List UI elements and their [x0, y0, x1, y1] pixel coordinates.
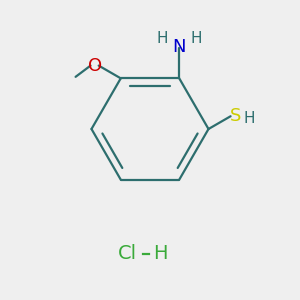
Text: H: H [190, 31, 202, 46]
Text: H: H [157, 31, 169, 46]
Text: Cl: Cl [118, 244, 137, 263]
Text: N: N [172, 38, 186, 56]
Text: O: O [88, 57, 102, 75]
Text: H: H [244, 111, 255, 126]
Text: H: H [153, 244, 168, 263]
Text: S: S [230, 107, 241, 125]
